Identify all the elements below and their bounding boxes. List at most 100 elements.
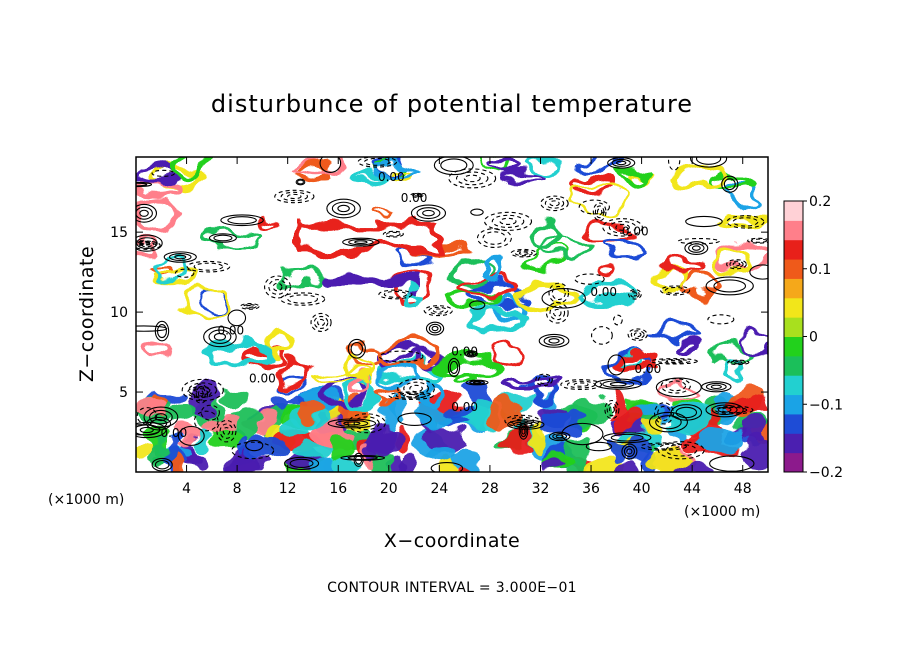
field-blob xyxy=(201,414,243,431)
field-rim xyxy=(567,184,627,212)
contour-positive xyxy=(295,178,306,186)
contour-negative xyxy=(151,169,175,177)
contour-positive xyxy=(626,448,633,455)
contour-positive xyxy=(397,412,432,426)
contour-negative xyxy=(726,215,765,229)
contour-negative xyxy=(726,259,747,270)
contour-negative xyxy=(665,443,698,457)
contour-value-label: 0.00 xyxy=(249,371,276,385)
colorbar-tick-label: 0.1 xyxy=(809,262,831,278)
contour-positive xyxy=(416,207,441,220)
field-blob xyxy=(233,435,246,451)
field-blob xyxy=(487,398,522,431)
contour-negative xyxy=(510,248,537,258)
contour-negative xyxy=(187,386,212,399)
contour-negative xyxy=(378,350,424,363)
field-rim xyxy=(474,157,507,176)
x-tick-label: 28 xyxy=(481,481,499,497)
field-rim xyxy=(494,344,527,367)
contour-negative xyxy=(553,308,562,317)
contour-positive xyxy=(154,320,170,342)
contour-value-label: 0.00 xyxy=(590,285,617,299)
contour-positive xyxy=(552,433,568,440)
contour-positive xyxy=(447,357,461,378)
field-rim xyxy=(378,338,441,369)
contour-negative xyxy=(136,241,145,245)
contour-negative xyxy=(353,416,380,431)
contour-negative xyxy=(596,208,603,216)
field-rim xyxy=(136,198,179,231)
contour-negative xyxy=(627,328,648,341)
field-blob xyxy=(448,404,466,416)
contour-positive xyxy=(430,462,464,472)
field-blob xyxy=(725,397,768,411)
contour-positive xyxy=(520,425,527,438)
contour-negative xyxy=(594,205,605,219)
contour-positive xyxy=(548,338,560,344)
field-blob xyxy=(611,395,624,418)
colorbar-segment xyxy=(784,239,803,260)
x-tick-label: 4 xyxy=(182,481,191,497)
contour-positive xyxy=(151,457,173,472)
contour-negative xyxy=(750,238,768,243)
field-blob xyxy=(419,401,455,434)
contour-positive xyxy=(136,181,153,188)
contour-positive xyxy=(655,415,682,430)
contour-negative xyxy=(409,384,423,393)
contour-negative xyxy=(219,423,234,439)
contour-negative xyxy=(628,288,642,300)
contour-negative xyxy=(423,305,453,317)
x-unit-label-right: (×1000 m) xyxy=(684,504,760,520)
colorbar-tick-label: −0.2 xyxy=(809,465,843,481)
contour-positive xyxy=(585,441,613,452)
contour-negative xyxy=(714,405,754,415)
contour-negative xyxy=(403,381,429,396)
field-blob xyxy=(742,438,768,472)
field-blob xyxy=(219,393,247,405)
contour-positive xyxy=(245,439,264,452)
contour-positive xyxy=(177,425,205,446)
contour-negative xyxy=(612,314,623,326)
plot-frame xyxy=(135,156,769,473)
y-tick-label: 10 xyxy=(110,305,128,321)
contour-negative xyxy=(653,402,675,425)
contour-positive xyxy=(705,402,744,418)
field-rim xyxy=(719,214,768,229)
contour-negative xyxy=(363,157,391,166)
field-rim xyxy=(448,259,498,288)
y-tick-label: 5 xyxy=(119,385,128,401)
contour-negative xyxy=(141,243,152,248)
contour-negative xyxy=(660,285,691,296)
contour-negative xyxy=(246,304,254,308)
contour-positive xyxy=(343,421,361,426)
contour-positive xyxy=(136,203,158,223)
field-rim xyxy=(403,286,425,303)
contour-negative xyxy=(272,282,283,292)
contour-negative xyxy=(734,361,743,364)
contour-negative xyxy=(193,410,219,432)
contour-negative xyxy=(729,260,744,268)
contour-negative xyxy=(665,380,687,392)
contour-negative xyxy=(608,220,637,234)
field-blob xyxy=(426,445,456,461)
contour-negative xyxy=(482,231,507,245)
contour-positive xyxy=(723,178,736,191)
contour-negative xyxy=(518,251,529,256)
contour-positive xyxy=(342,237,380,247)
x-axis: 4 8 12 16 20 24 28 32 36 40 44 48 xyxy=(182,157,752,497)
contour-negative xyxy=(657,405,671,421)
contour-negative xyxy=(186,260,231,273)
contour-positive xyxy=(348,238,374,246)
contour-negative xyxy=(280,191,309,202)
contour-negative xyxy=(499,217,517,225)
contour-negative xyxy=(195,386,206,401)
field-rim xyxy=(485,157,525,174)
contour-negative xyxy=(378,289,413,300)
contour-negative xyxy=(650,358,698,365)
contour-negative xyxy=(592,202,607,222)
field-rim xyxy=(180,283,228,315)
contour-negative xyxy=(181,378,224,402)
contour-negative xyxy=(386,231,401,237)
contour-negative xyxy=(658,358,691,364)
contour-positive xyxy=(607,354,626,376)
